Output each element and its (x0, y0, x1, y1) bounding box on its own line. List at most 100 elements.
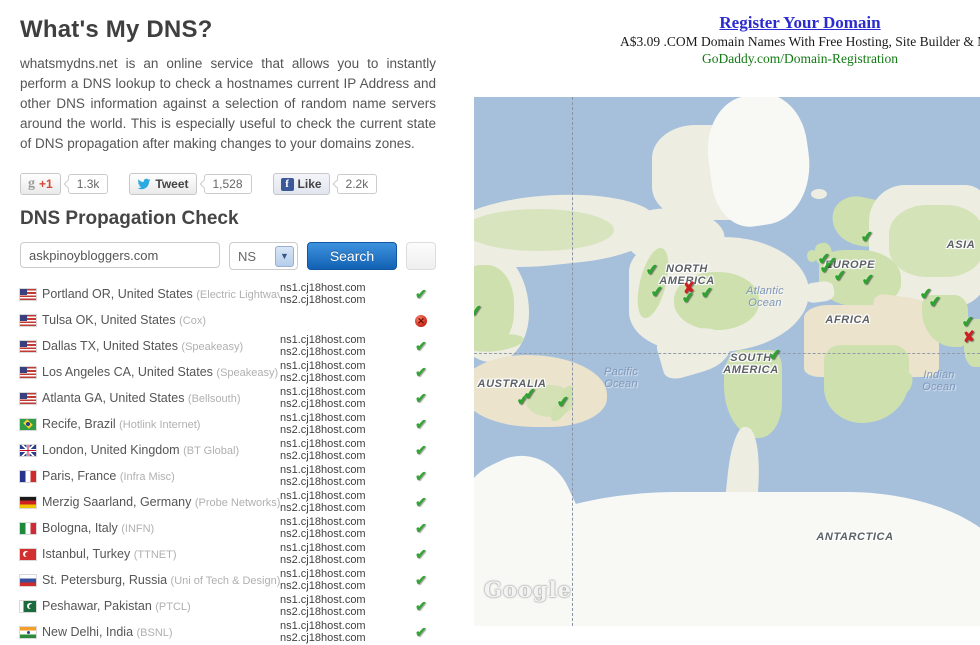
result-location: Tulsa OK, United States (Cox) (42, 313, 206, 327)
map-marker-check-icon[interactable]: ✔ (555, 393, 571, 412)
result-location: St. Petersburg, Russia (Uni of Tech & De… (42, 573, 280, 587)
success-check-icon: ✔ (415, 363, 427, 380)
map-marker-check-icon[interactable]: ✔ (832, 267, 848, 286)
flag-it-icon (20, 522, 36, 534)
record-type-select[interactable]: NS ▼ (229, 242, 298, 270)
flag-pk-icon (20, 600, 36, 612)
world-map[interactable]: NORTH AMERICA EUROPE ASIA AFRICA SOUTH AMERI… (474, 97, 980, 626)
tweet-count: 1,528 (203, 174, 252, 194)
result-row: Paris, France (Infra Misc) ns1.cj18host.… (20, 463, 436, 489)
ad-title-link[interactable]: Register Your Domain (719, 13, 881, 32)
result-records: ns1.cj18host.com ns2.cj18host.com (280, 282, 366, 306)
sponsored-ad: Register Your Domain A$3.09 .COM Domain … (620, 14, 980, 67)
facebook-f-icon: f (280, 177, 294, 191)
equator-dashed-line (474, 353, 980, 354)
result-location: Peshawar, Pakistan (PTCL) (42, 599, 191, 613)
secondary-action-button[interactable] (406, 242, 436, 270)
map-marker-cross-icon[interactable]: ✘ (961, 328, 977, 347)
land-africa-south (824, 345, 909, 423)
result-location: Bologna, Italy (INFN) (42, 521, 155, 535)
result-row: Portland OR, United States (Electric Lig… (20, 281, 436, 307)
map-label: Pacific Ocean (604, 366, 638, 390)
result-records: ns1.cj18host.com ns2.cj18host.com (280, 386, 366, 410)
record-type-value: NS (238, 248, 257, 264)
map-marker-check-icon[interactable]: ✔ (818, 259, 834, 278)
result-location: Paris, France (Infra Misc) (42, 469, 175, 483)
map-marker-check-icon[interactable]: ✔ (927, 293, 943, 312)
google-g-icon: g (28, 176, 35, 191)
land-iberia (802, 280, 836, 304)
result-isp: (Bellsouth) (187, 393, 241, 405)
map-label: Indian Ocean (922, 369, 956, 393)
land-se-asia (964, 319, 980, 367)
flag-us-icon (20, 314, 36, 326)
map-label: NORTH AMERICA (659, 263, 715, 287)
plusone-count: 1.3k (67, 174, 109, 194)
flag-fr-icon (20, 470, 36, 482)
map-marker-check-icon[interactable]: ✔ (699, 284, 715, 303)
plusone-label: +1 (39, 177, 53, 191)
map-marker-check-icon[interactable]: ✔ (474, 302, 484, 321)
map-marker-check-icon[interactable]: ✔ (767, 346, 783, 365)
result-isp: (Speakeasy) (216, 367, 279, 379)
result-row: St. Petersburg, Russia (Uni of Tech & De… (20, 567, 436, 593)
result-records: ns1.cj18host.com ns2.cj18host.com (280, 412, 366, 436)
success-check-icon: ✔ (415, 493, 427, 510)
main-column: What's My DNS? whatsmydns.net is an onli… (20, 0, 436, 645)
tweet-button[interactable]: Tweet (129, 173, 197, 195)
result-location: New Delhi, India (BSNL) (42, 625, 173, 639)
map-marker-check-icon[interactable]: ✔ (522, 385, 538, 404)
map-label: ANTARCTICA (816, 531, 894, 543)
error-cross-icon: ✕ (406, 313, 436, 327)
result-row: Recife, Brazil (Hotlink Internet) ns1.cj… (20, 411, 436, 437)
domain-input[interactable] (20, 242, 220, 268)
success-check-icon: ✔ (415, 467, 427, 484)
map-marker-check-icon[interactable]: ✔ (649, 283, 665, 302)
map-marker-check-icon[interactable]: ✔ (859, 228, 875, 247)
result-isp: (Speakeasy) (181, 341, 244, 353)
result-location: London, United Kingdom (BT Global) (42, 443, 240, 457)
map-label: AUSTRALIA (477, 378, 547, 390)
result-records: ns1.cj18host.com ns2.cj18host.com (280, 490, 366, 514)
result-records: ns1.cj18host.com ns2.cj18host.com (280, 438, 366, 462)
result-location: Los Angeles CA, United States (Speakeasy… (42, 365, 279, 379)
like-label: Like (297, 177, 322, 191)
map-label: Atlantic Ocean (746, 285, 784, 309)
result-records: ns1.cj18host.com ns2.cj18host.com (280, 568, 366, 592)
search-row: NS ▼ Search (20, 242, 436, 270)
result-records: ns1.cj18host.com ns2.cj18host.com (280, 542, 366, 566)
result-row: Bologna, Italy (INFN) ns1.cj18host.com ns… (20, 515, 436, 541)
search-button[interactable]: Search (307, 242, 397, 270)
result-row: New Delhi, India (BSNL) ns1.cj18host.com… (20, 619, 436, 645)
flag-us-icon (20, 392, 36, 404)
map-marker-check-icon[interactable]: ✔ (860, 271, 876, 290)
result-location: Atlanta GA, United States (Bellsouth) (42, 391, 241, 405)
land-siberia-green (474, 209, 614, 251)
result-isp: (Hotlink Internet) (119, 419, 201, 431)
result-location: Dallas TX, United States (Speakeasy) (42, 339, 244, 353)
flag-us-icon (20, 366, 36, 378)
result-isp: (Uni of Tech & Design) (170, 575, 280, 587)
google-watermark: Google (484, 577, 572, 602)
result-isp: (PTCL) (155, 601, 191, 613)
flag-us-icon (20, 340, 36, 352)
result-isp: (Infra Misc) (119, 471, 175, 483)
result-row: Atlanta GA, United States (Bellsouth) ns… (20, 385, 436, 411)
ad-url-link[interactable]: GoDaddy.com/Domain-Registration (702, 51, 898, 66)
twitter-bird-icon (137, 177, 151, 191)
map-marker-cross-icon[interactable]: ✘ (681, 279, 697, 298)
map-marker-check-icon[interactable]: ✔ (644, 261, 660, 280)
result-isp: (BSNL) (136, 627, 173, 639)
result-records: ns1.cj18host.com ns2.cj18host.com (280, 360, 366, 384)
flag-br-icon (20, 418, 36, 430)
result-isp: (INFN) (121, 523, 155, 535)
google-plusone-button[interactable]: g +1 (20, 173, 61, 195)
success-check-icon: ✔ (415, 519, 427, 536)
result-records: ns1.cj18host.com ns2.cj18host.com (280, 594, 366, 618)
antimeridian-dashed-line (572, 97, 573, 626)
facebook-like-button[interactable]: f Like (272, 173, 330, 195)
result-isp: (TTNET) (133, 549, 177, 561)
result-row: Merzig Saarland, Germany (Probe Networks… (20, 489, 436, 515)
land-antarctica-main (474, 492, 980, 626)
flag-us-icon (20, 288, 36, 300)
